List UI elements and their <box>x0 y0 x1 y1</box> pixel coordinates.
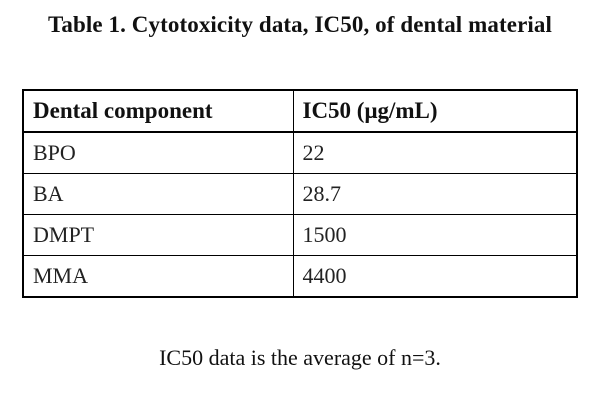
ic50-cell: 22 <box>292 131 578 174</box>
component-cell: MMA <box>22 255 294 298</box>
ic50-cell: 1500 <box>292 214 578 256</box>
component-cell: DMPT <box>22 214 294 256</box>
component-cell: BA <box>22 173 294 215</box>
table-row: DMPT 1500 <box>22 214 578 256</box>
table-title: Table 1. Cytotoxicity data, IC50, of den… <box>48 12 552 37</box>
table-row: BPO 22 <box>22 131 578 174</box>
table-footnote: IC50 data is the average of n=3. <box>159 345 441 370</box>
cytotoxicity-table: Dental component IC50 (μg/mL) BPO 22 BA … <box>22 89 578 298</box>
ic50-cell: 4400 <box>292 255 578 298</box>
component-cell: BPO <box>22 131 294 174</box>
header-dental-component: Dental component <box>22 89 294 133</box>
table-row: BA 28.7 <box>22 173 578 215</box>
table-row: MMA 4400 <box>22 255 578 298</box>
table-header-row: Dental component IC50 (μg/mL) <box>22 89 578 133</box>
header-ic50: IC50 (μg/mL) <box>292 89 578 133</box>
ic50-cell: 28.7 <box>292 173 578 215</box>
